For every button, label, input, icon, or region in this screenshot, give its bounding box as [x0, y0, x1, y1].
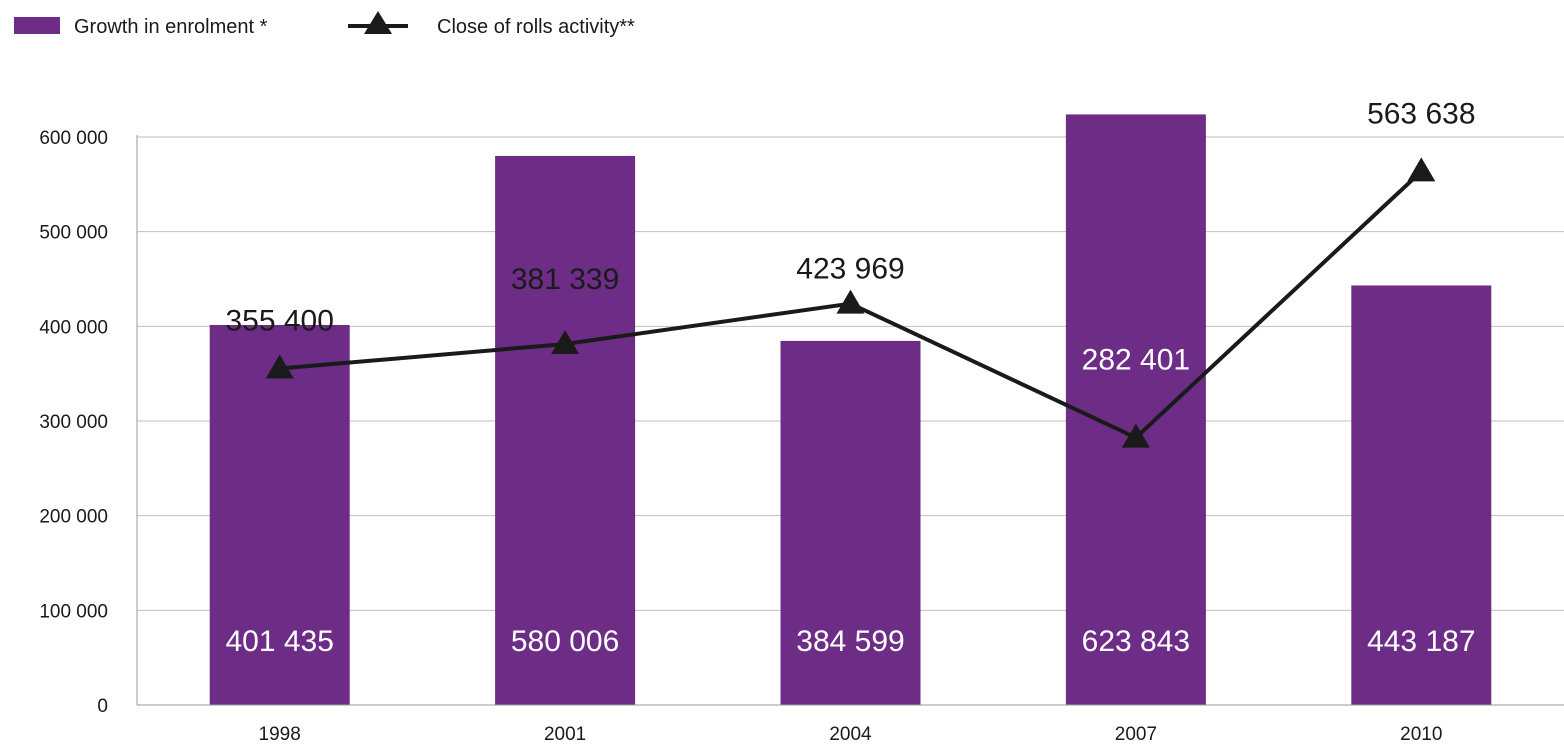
line-point — [1121, 423, 1150, 448]
x-tick-label: 2010 — [1400, 724, 1442, 745]
line-point — [265, 354, 294, 379]
line-value-label: 355 400 — [225, 305, 333, 338]
bar — [1065, 114, 1206, 705]
bar — [209, 324, 350, 705]
y-tick-label: 500 000 — [39, 223, 108, 244]
bar — [1351, 285, 1492, 705]
x-tick-label: 2007 — [1115, 724, 1157, 745]
bar-value-label: 443 187 — [1367, 625, 1475, 658]
legend-triangle-icon — [364, 11, 392, 34]
bar-value-label: 401 435 — [225, 625, 333, 658]
y-tick-label: 400 000 — [39, 317, 108, 338]
bar-value-label: 623 843 — [1082, 625, 1190, 658]
y-tick-label: 100 000 — [39, 601, 108, 622]
y-axis: 0 100 000 200 000 300 000 400 000 500 000 600 … — [39, 128, 138, 717]
line-value-label: 423 969 — [796, 253, 904, 286]
y-tick-label: 200 000 — [39, 507, 108, 528]
x-tick-label: 2004 — [829, 724, 872, 745]
legend: Growth in enrolment * Close of rolls act… — [14, 11, 635, 38]
line-value-label: 381 339 — [511, 263, 619, 296]
y-tick-label: 300 000 — [39, 412, 108, 433]
x-tick-label: 2001 — [544, 724, 586, 745]
x-tick-label: 1998 — [259, 724, 301, 745]
line-value-label: 282 401 — [1082, 344, 1190, 377]
line-series: 355 400 381 339 423 969 282 401 563 638 — [225, 97, 1476, 448]
bar-value-label: 384 599 — [796, 625, 904, 658]
y-tick-label: 600 000 — [39, 128, 108, 149]
legend-swatch-bar — [14, 17, 60, 34]
legend-label-line: Close of rolls activity** — [437, 16, 635, 38]
bar — [780, 340, 921, 705]
x-axis: 1998 2001 2004 2007 2010 — [137, 704, 1564, 745]
bars: 401 435 580 006 384 599 623 843 443 187 — [209, 114, 1492, 705]
line-point — [836, 289, 865, 314]
y-tick-label: 0 — [97, 696, 108, 717]
line-point — [551, 329, 580, 354]
legend-label-bar: Growth in enrolment * — [74, 16, 268, 38]
line-point — [1407, 157, 1436, 182]
bar-value-label: 580 006 — [511, 625, 619, 658]
bar — [495, 155, 636, 705]
line-value-label: 563 638 — [1367, 97, 1475, 130]
